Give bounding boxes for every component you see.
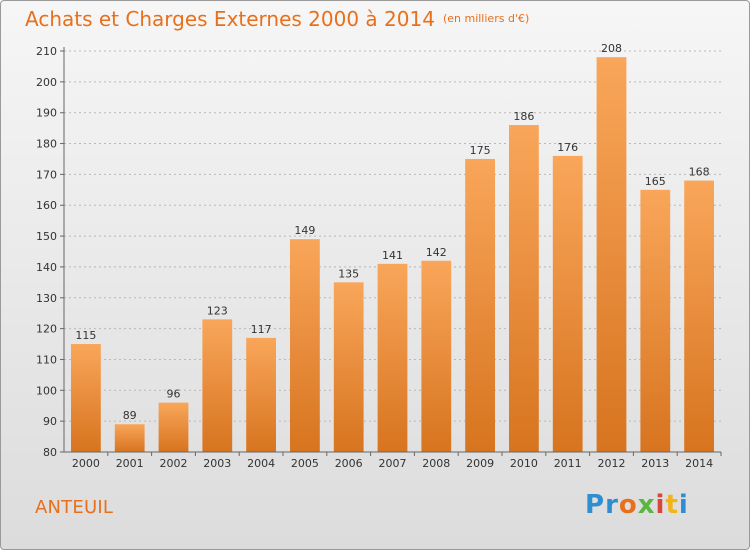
bar-2011[interactable]: [552, 155, 583, 452]
bar-2006[interactable]: [333, 282, 364, 452]
logo-letter: o: [618, 490, 638, 520]
bar-2014[interactable]: [684, 180, 714, 453]
x-tick-label-2008: 2008: [422, 457, 450, 470]
data-label-2014: 168: [689, 166, 710, 179]
x-tick-label-2005: 2005: [291, 457, 319, 470]
y-tick-label: 80: [43, 446, 57, 459]
bar-2012[interactable]: [596, 57, 627, 453]
bar-2000[interactable]: [71, 344, 101, 452]
x-tick-label-2014: 2014: [685, 457, 713, 470]
y-tick-label: 170: [36, 168, 57, 181]
chart-title: Achats et Charges Externes 2000 à 2014 (e…: [25, 7, 529, 31]
y-tick-label: 130: [36, 292, 57, 305]
bar-2001[interactable]: [114, 424, 145, 452]
data-label-2001: 89: [123, 409, 137, 422]
data-label-2012: 208: [601, 42, 622, 55]
bar-2009[interactable]: [465, 158, 495, 452]
x-tick-label-2006: 2006: [335, 457, 363, 470]
y-tick-label: 200: [36, 76, 57, 89]
logo-letter: i: [655, 490, 666, 520]
data-label-2008: 142: [426, 246, 447, 259]
bars: [71, 57, 714, 453]
x-tick-label-2013: 2013: [641, 457, 669, 470]
data-label-2006: 135: [338, 267, 359, 280]
y-tick-label: 90: [43, 415, 57, 428]
data-label-2013: 165: [645, 175, 666, 188]
y-tick-label: 100: [36, 384, 57, 397]
bar-2013[interactable]: [640, 189, 671, 453]
chart-title-text: Achats et Charges Externes 2000 à 2014: [25, 7, 435, 31]
logo-letter: x: [637, 490, 656, 520]
y-tick-label: 160: [36, 199, 57, 212]
logo-letter: t: [665, 490, 679, 520]
x-tick-label-2012: 2012: [598, 457, 626, 470]
bar-2007[interactable]: [377, 263, 408, 452]
y-tick-label: 140: [36, 261, 57, 274]
y-tick-label: 190: [36, 107, 57, 120]
logo-letter: P: [585, 490, 606, 520]
x-tick-label-2007: 2007: [379, 457, 407, 470]
y-tick-label: 120: [36, 323, 57, 336]
bar-2002[interactable]: [158, 402, 189, 452]
bar-2003[interactable]: [202, 319, 233, 452]
data-label-2010: 186: [513, 110, 534, 123]
y-tick-label: 150: [36, 230, 57, 243]
x-tick-label-2003: 2003: [203, 457, 231, 470]
logo-letter: i: [678, 490, 689, 520]
x-tick-label-2000: 2000: [72, 457, 100, 470]
x-tick-label-2011: 2011: [554, 457, 582, 470]
x-tick-label-2002: 2002: [160, 457, 188, 470]
data-label-2003: 123: [207, 304, 228, 317]
data-label-2002: 96: [167, 388, 181, 401]
chart-subtitle: (en milliers d'€): [442, 12, 530, 25]
data-label-2000: 115: [75, 329, 96, 342]
x-tick-label-2001: 2001: [116, 457, 144, 470]
data-label-2011: 176: [557, 141, 578, 154]
data-labels: 115 89 96 123 117 149 135 141 142 175 186 176 208 165…: [75, 42, 709, 422]
data-label-2004: 117: [251, 323, 272, 336]
bar-2005[interactable]: [290, 239, 320, 452]
x-tick-label-2009: 2009: [466, 457, 494, 470]
data-label-2009: 175: [470, 144, 491, 157]
data-label-2005: 149: [294, 224, 315, 237]
commune-name: ANTEUIL: [35, 497, 114, 518]
bar-2008[interactable]: [421, 260, 452, 452]
data-label-2007: 141: [382, 249, 403, 262]
x-tick-label-2010: 2010: [510, 457, 538, 470]
bar-2010[interactable]: [509, 125, 539, 453]
bar-2004[interactable]: [246, 337, 276, 452]
axes: 80 90 100 110 120 130 140 150 160 170 180 190 200 210…: [36, 45, 722, 470]
proxiti-logo[interactable]: Proxiti: [585, 490, 689, 520]
y-tick-label: 110: [36, 353, 57, 366]
logo-letter: r: [605, 490, 619, 520]
y-tick-label: 180: [36, 138, 57, 151]
y-tick-label: 210: [36, 45, 57, 58]
x-tick-label-2004: 2004: [247, 457, 275, 470]
